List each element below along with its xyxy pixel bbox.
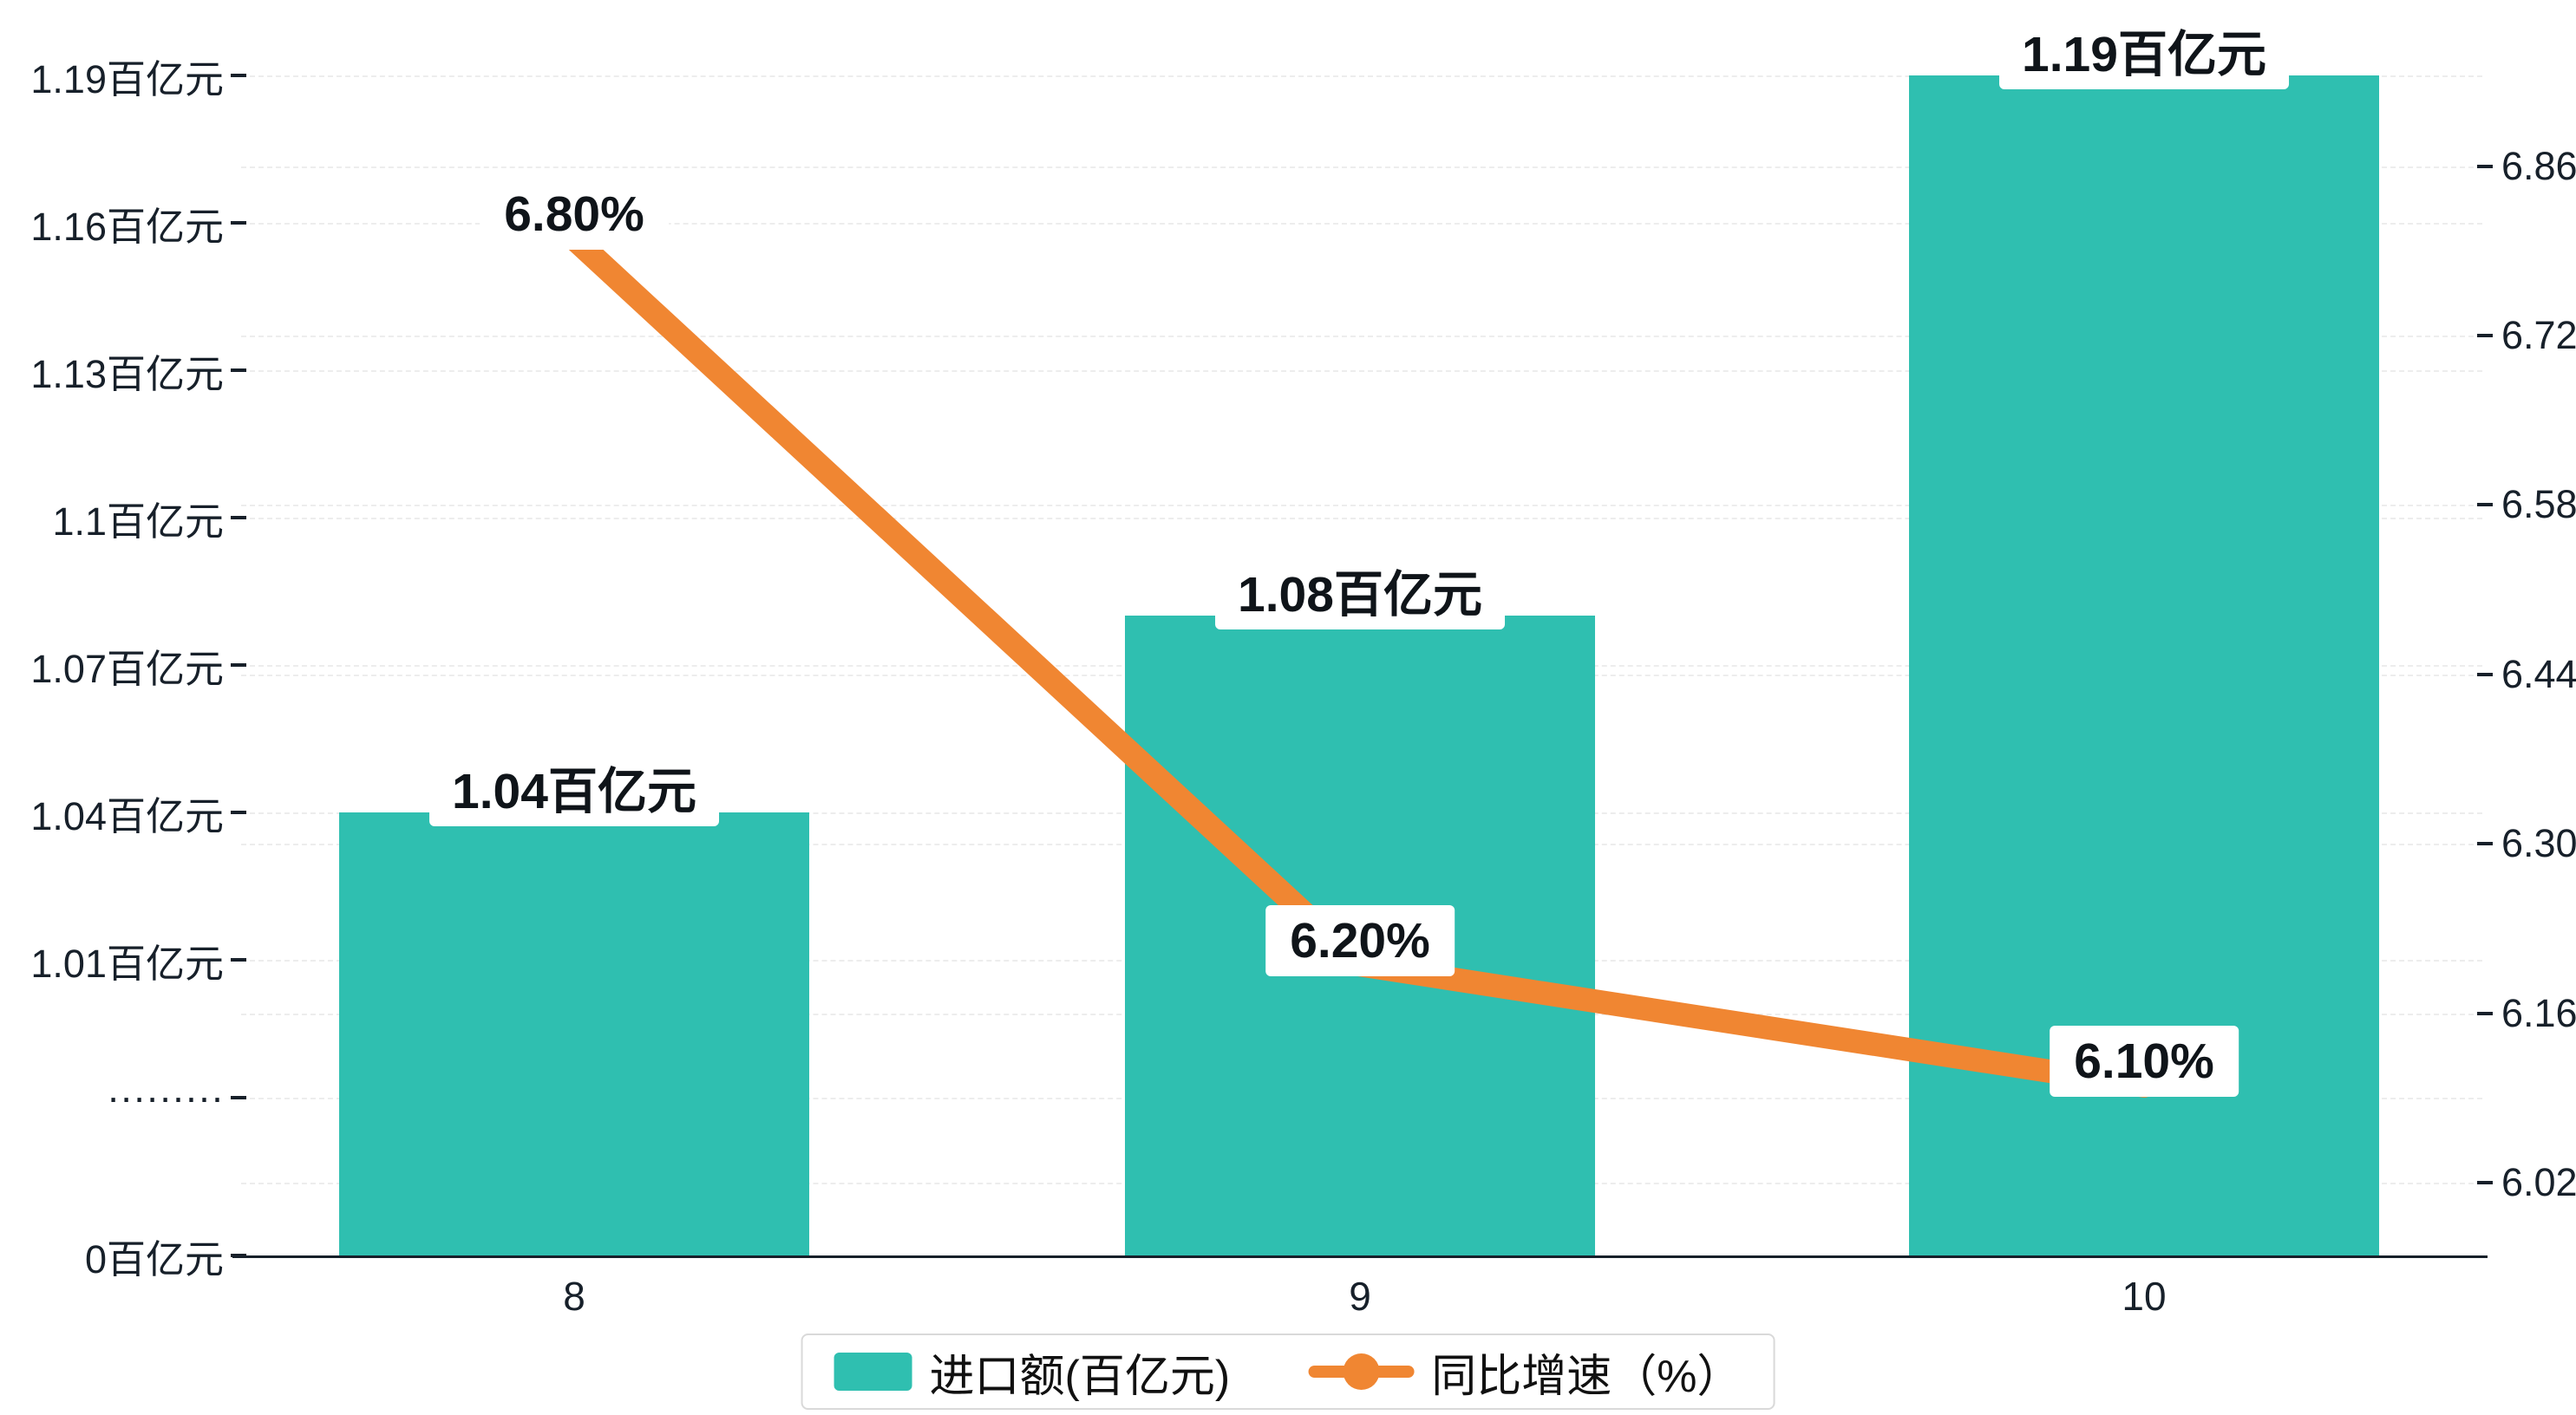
left-axis-tick: 1.13百亿元 bbox=[0, 346, 246, 396]
right-axis-tick-label: 6.72 bbox=[2501, 313, 2576, 357]
left-axis-tick-label: 1.13百亿元 bbox=[30, 351, 224, 396]
left-axis-tick-label: 1.01百亿元 bbox=[30, 941, 224, 986]
left-axis-tick-label: 1.1百亿元 bbox=[52, 499, 224, 544]
right-axis-tick-mark bbox=[2477, 503, 2493, 507]
left-axis-tick: 0百亿元 bbox=[0, 1231, 246, 1281]
left-axis-tick-mark bbox=[231, 1096, 246, 1099]
bar-value-label: 1.08百亿元 bbox=[1215, 551, 1505, 630]
right-axis-tick-label: 6.44 bbox=[2501, 651, 2576, 696]
right-axis-tick: 6.02 bbox=[2477, 1158, 2576, 1207]
left-axis-tick: 1.01百亿元 bbox=[0, 936, 246, 986]
left-axis-tick-mark bbox=[231, 811, 246, 814]
line-series-dot-icon bbox=[1343, 1353, 1380, 1390]
left-axis-tick-mark bbox=[231, 221, 246, 225]
left-axis-tick: ········· bbox=[0, 1073, 246, 1122]
legend-item-import-value[interactable]: 进口额(百亿元) bbox=[834, 1340, 1231, 1405]
left-axis-tick: 1.16百亿元 bbox=[0, 199, 246, 249]
left-axis-tick-label: 1.04百亿元 bbox=[30, 793, 224, 838]
right-axis-tick-mark bbox=[2477, 164, 2493, 168]
gridline-left-axis bbox=[241, 518, 2482, 519]
bar-value-label: 1.19百亿元 bbox=[1999, 11, 2289, 89]
left-axis-tick-mark bbox=[231, 958, 246, 962]
bar-series-swatch-icon bbox=[834, 1353, 912, 1391]
right-axis-tick-mark bbox=[2477, 1011, 2493, 1015]
line-series-marker-icon bbox=[1308, 1353, 1415, 1390]
gridline-right-axis bbox=[241, 505, 2482, 507]
left-axis-tick-label: 1.19百亿元 bbox=[30, 56, 224, 101]
left-axis-tick-mark bbox=[231, 663, 246, 667]
bar-value-label: 1.04百亿元 bbox=[429, 748, 719, 826]
right-axis-tick-label: 6.16 bbox=[2501, 990, 2576, 1035]
left-axis-tick-mark bbox=[231, 1254, 246, 1257]
right-axis-tick: 6.72 bbox=[2477, 311, 2576, 360]
right-axis-tick-label: 6.58 bbox=[2501, 482, 2576, 527]
left-axis-tick-label: ········· bbox=[107, 1075, 224, 1119]
gridline-right-axis bbox=[241, 166, 2482, 168]
right-axis-tick-mark bbox=[2477, 842, 2493, 846]
left-axis-tick: 1.04百亿元 bbox=[0, 788, 246, 838]
x-axis-line bbox=[232, 1255, 2488, 1258]
gridline-right-axis bbox=[241, 336, 2482, 337]
right-axis-tick-label: 6.86 bbox=[2501, 143, 2576, 188]
left-axis-tick: 1.1百亿元 bbox=[0, 493, 246, 544]
right-axis-tick: 6.44 bbox=[2477, 650, 2576, 699]
legend-item-yoy-growth[interactable]: 同比增速（%） bbox=[1308, 1340, 1742, 1405]
right-axis-tick-mark bbox=[2477, 672, 2493, 676]
line-point-label: 6.20% bbox=[1265, 904, 1455, 976]
gridline-left-axis bbox=[241, 75, 2482, 77]
left-axis-tick-label: 1.16百亿元 bbox=[30, 204, 224, 249]
right-axis-tick-mark bbox=[2477, 334, 2493, 337]
left-axis-tick-mark bbox=[231, 368, 246, 372]
line-point-label: 6.10% bbox=[2050, 1026, 2239, 1098]
bar bbox=[339, 812, 809, 1255]
x-axis-tick-label: 9 bbox=[1349, 1274, 1371, 1319]
gridline-left-axis bbox=[241, 370, 2482, 372]
right-axis-tick-label: 6.30 bbox=[2501, 821, 2576, 866]
right-axis-tick: 6.86 bbox=[2477, 142, 2576, 191]
left-axis-tick-mark bbox=[231, 74, 246, 77]
x-axis-tick-label: 8 bbox=[563, 1274, 585, 1319]
left-axis-tick-mark bbox=[231, 516, 246, 519]
left-axis-tick: 1.07百亿元 bbox=[0, 641, 246, 691]
right-axis-tick-label: 6.02 bbox=[2501, 1160, 2576, 1204]
legend: 进口额(百亿元) 同比增速（%） bbox=[801, 1333, 1775, 1410]
gridline-left-axis bbox=[241, 223, 2482, 225]
line-point-label: 6.80% bbox=[480, 179, 669, 251]
right-axis-tick: 6.16 bbox=[2477, 989, 2576, 1038]
legend-label-import-value: 进口额(百亿元) bbox=[929, 1351, 1231, 1402]
left-axis-tick-label: 0百亿元 bbox=[84, 1236, 224, 1281]
left-axis-tick: 1.19百亿元 bbox=[0, 51, 246, 101]
left-axis-tick-label: 1.07百亿元 bbox=[30, 646, 224, 691]
right-axis-tick: 6.30 bbox=[2477, 819, 2576, 868]
right-axis-tick: 6.58 bbox=[2477, 480, 2576, 529]
legend-label-yoy-growth: 同比增速（%） bbox=[1431, 1351, 1742, 1402]
right-axis-tick-mark bbox=[2477, 1181, 2493, 1184]
x-axis-tick-label: 10 bbox=[2122, 1274, 2167, 1319]
